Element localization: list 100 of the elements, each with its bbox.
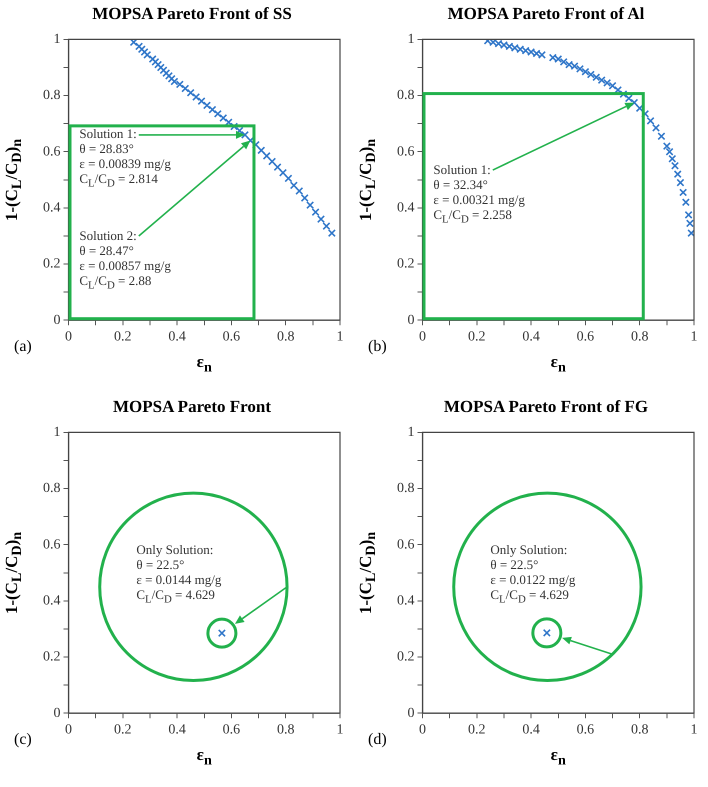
point — [186, 88, 195, 97]
y-tick-label: 0 — [408, 312, 414, 328]
y-tick-label: 0.4 — [397, 200, 414, 216]
point — [240, 130, 249, 139]
point — [548, 54, 557, 62]
y-tick-label: 0.4 — [397, 594, 414, 609]
point — [156, 64, 165, 72]
point — [652, 124, 660, 132]
point — [603, 78, 612, 87]
point — [219, 114, 228, 122]
x-tick-label: 0.4 — [522, 722, 540, 738]
y-tick-label: 0.2 — [397, 256, 414, 272]
point — [554, 55, 562, 64]
point — [619, 90, 628, 98]
point — [687, 229, 694, 238]
point — [135, 42, 144, 50]
x-tick-label: 0.4 — [168, 329, 186, 344]
point — [306, 201, 314, 210]
point — [143, 50, 152, 59]
point — [268, 158, 276, 166]
x-tick-label: 0.4 — [522, 329, 540, 344]
point — [181, 84, 190, 93]
point — [679, 188, 688, 196]
point — [510, 44, 519, 52]
point — [522, 46, 530, 55]
x-tick-label: 0 — [65, 722, 72, 738]
point — [257, 146, 266, 154]
x-axis-title: ε$_{n}$ — [550, 352, 566, 376]
y-tick-label: 0.6 — [397, 537, 414, 552]
point — [505, 42, 514, 50]
y-tick-label: 0.4 — [43, 200, 60, 216]
point — [176, 80, 184, 88]
y-tick-label: 0 — [54, 312, 60, 328]
point — [279, 168, 287, 177]
point — [140, 48, 148, 56]
point — [214, 110, 222, 118]
point — [192, 92, 200, 101]
point — [586, 70, 595, 78]
x-tick-label: 0.2 — [468, 329, 486, 344]
point — [608, 82, 617, 90]
point — [148, 55, 157, 64]
y-tick-label: 1 — [408, 32, 414, 48]
y-tick-label: 0.8 — [43, 481, 60, 496]
x-tick-label: 1 — [336, 722, 344, 738]
x-tick-label: 0.8 — [630, 722, 648, 738]
point — [160, 66, 168, 74]
point — [290, 181, 298, 190]
point — [138, 45, 146, 54]
text: (d) — [368, 731, 387, 750]
point — [641, 110, 650, 118]
point — [538, 50, 546, 59]
point — [565, 60, 574, 69]
point — [284, 174, 292, 182]
point — [576, 64, 584, 73]
point — [300, 194, 309, 202]
x-axis-title: ε$_{n}$ — [196, 352, 212, 376]
point — [624, 94, 633, 102]
y-tick-label: 0.6 — [43, 144, 60, 160]
point — [162, 69, 170, 78]
x-tick-label: 0.6 — [576, 722, 594, 738]
point — [168, 74, 176, 83]
y-tick-label: 0.8 — [43, 88, 60, 104]
point — [154, 60, 162, 69]
point — [230, 122, 238, 130]
text: (a) — [14, 338, 32, 356]
annotation: Solution 2: θ = 28.47° ε = 0.00857 mg/g C$_{L}$/C$_{D}$ = 2.88 — [79, 228, 171, 294]
point — [592, 73, 600, 82]
y-tick-label: 0 — [54, 706, 60, 721]
y-tick-label: 0.6 — [397, 144, 414, 160]
text: (c) — [14, 731, 32, 750]
x-axis-title: ε$_{n}$ — [550, 745, 566, 770]
point — [312, 208, 320, 216]
x-tick-label: 0.2 — [114, 722, 132, 738]
point — [151, 58, 160, 66]
point — [630, 98, 638, 107]
y-tick-label: 0.2 — [43, 256, 60, 272]
x-tick-label: 0.8 — [276, 329, 294, 344]
point — [570, 62, 579, 70]
point — [274, 163, 282, 172]
chart-title: MOPSA Pareto Front of FG — [442, 397, 650, 417]
x-tick-label: 0.2 — [468, 722, 486, 738]
point — [295, 187, 304, 196]
chart-title: MOPSA Pareto Front — [112, 397, 272, 417]
y-tick-label: 0.2 — [397, 650, 414, 665]
x-tick-label: 0 — [419, 329, 426, 344]
x-tick-label: 1 — [690, 329, 698, 344]
x-tick-label: 0.6 — [222, 722, 240, 738]
x-tick-label: 0.8 — [630, 329, 648, 344]
point — [322, 222, 330, 230]
y-tick-label: 1 — [54, 32, 60, 48]
point — [262, 152, 271, 160]
annotation: Only Solution: θ = 22.5° ε = 0.0144 mg/g C$_{L}$/C$_{D}$ = 4.629 — [136, 542, 222, 608]
x-tick-label: 1 — [690, 722, 698, 738]
point — [208, 106, 216, 114]
point — [516, 45, 524, 54]
chart-title: MOPSA Pareto Front of SS — [91, 4, 293, 24]
y-tick-label: 0.4 — [43, 594, 60, 609]
y-tick-label: 0.8 — [397, 481, 414, 496]
x-tick-label: 1 — [336, 329, 344, 344]
point — [198, 97, 206, 106]
